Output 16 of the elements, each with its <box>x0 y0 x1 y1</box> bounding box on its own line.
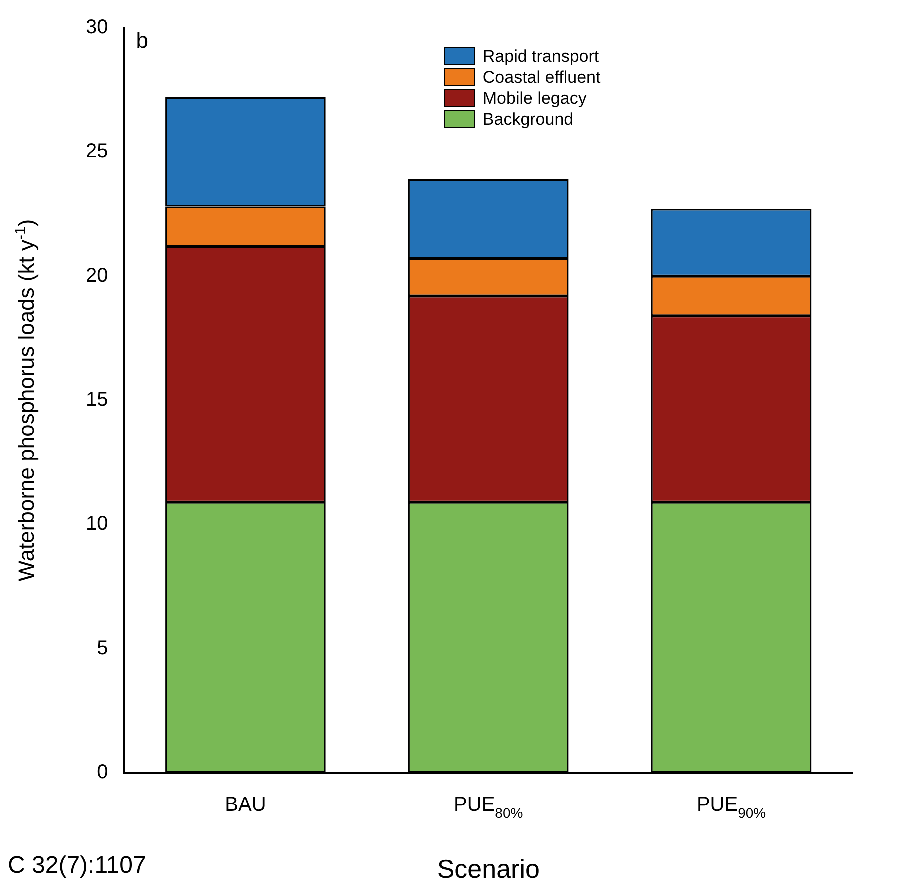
x-axis-title: Scenario <box>437 854 540 884</box>
y-tick-label: 10 <box>86 513 108 536</box>
y-tick-label: 15 <box>86 389 108 412</box>
annotation: b <box>136 28 148 53</box>
y-axis-title: Waterborne phosphorus loads (kt y-1) <box>12 219 40 582</box>
legend-label: Mobile legacy <box>482 89 588 108</box>
legend-label: Rapid transport <box>482 47 600 66</box>
y-tick-label: 5 <box>97 637 108 660</box>
legend-label: Coastal effluent <box>482 68 601 87</box>
y-tick-label: 25 <box>86 140 108 163</box>
y-tick-label: 0 <box>97 762 108 784</box>
y-tick-label: 30 <box>86 16 108 39</box>
text: C 32(7):1107 <box>8 852 146 879</box>
y-tick-label: 20 <box>86 264 108 287</box>
legend-label: Background <box>482 110 574 129</box>
x-tick-label: BAU <box>225 794 266 816</box>
